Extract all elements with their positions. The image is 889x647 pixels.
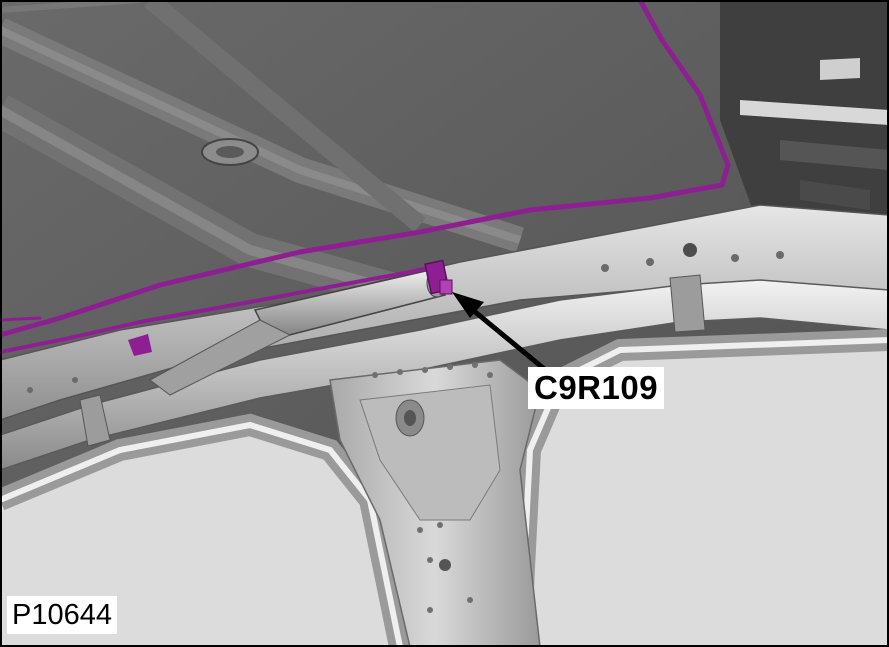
- front-door-opening: [0, 425, 400, 647]
- callout-arrow: [452, 292, 550, 374]
- wiring-harness: [0, 0, 731, 354]
- rail-holes: [27, 243, 784, 393]
- connector: [424, 259, 453, 295]
- pillar-holes: [372, 362, 493, 613]
- figure-id: P10644: [7, 596, 117, 634]
- right-roof-bracket: [720, 0, 889, 240]
- curtain-airbag: [0, 279, 889, 471]
- harness-clip: [128, 334, 152, 356]
- connector-callout-label: C9R109: [528, 367, 665, 409]
- rear-door-opening: [520, 340, 889, 647]
